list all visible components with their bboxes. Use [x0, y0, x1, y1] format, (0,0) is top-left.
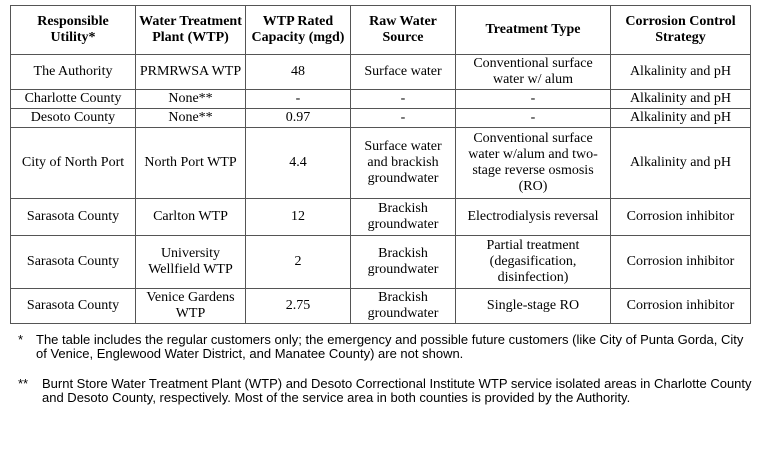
table-cell: Alkalinity and pH: [610, 127, 751, 199]
footnote-text: Burnt Store Water Treatment Plant (WTP) …: [42, 376, 752, 405]
header-cell: Water Treatment Plant (WTP): [135, 5, 246, 55]
table-cell: Sarasota County: [10, 288, 136, 324]
table-row: Sarasota County University Wellfield WTP 2…: [10, 235, 751, 289]
table-cell: Brackish groundwater: [350, 235, 456, 289]
table-cell: -: [455, 89, 611, 109]
table-cell: Desoto County: [10, 108, 136, 128]
table-cell: University Wellfield WTP: [135, 235, 246, 289]
table-cell: 4.4: [245, 127, 351, 199]
table-cell: City of North Port: [10, 127, 136, 199]
footnote-marker: **: [18, 376, 29, 391]
table-row: Charlotte County None** - - - Alkalinity and …: [10, 89, 751, 109]
header-cell: Treatment Type: [455, 5, 611, 55]
table-cell: Conventional surface water w/alum and tw…: [455, 127, 611, 199]
table-cell: Brackish groundwater: [350, 198, 456, 236]
table-cell: 48: [245, 54, 351, 90]
table-cell: Conventional surface water w/ alum: [455, 54, 611, 90]
table-cell: Corrosion inhibitor: [610, 288, 751, 324]
table-row: The Authority PRMRWSA WTP 48 Surface water C…: [10, 54, 751, 90]
table-row: Sarasota County Carlton WTP 12 Brackish gro…: [10, 198, 751, 236]
table-cell: Venice Gardens WTP: [135, 288, 246, 324]
header-cell: Raw Water Source: [350, 5, 456, 55]
table-cell: The Authority: [10, 54, 136, 90]
table-cell: North Port WTP: [135, 127, 246, 199]
table-cell: Alkalinity and pH: [610, 54, 751, 90]
footnote: * The table includes the regular custome…: [18, 333, 753, 361]
table-cell: -: [350, 89, 456, 109]
table-cell: -: [455, 108, 611, 128]
footnote-marker: *: [18, 332, 24, 347]
table-cell: 12: [245, 198, 351, 236]
footnote-text: The table includes the regular customers…: [36, 332, 744, 361]
table-cell: Carlton WTP: [135, 198, 246, 236]
table-cell: 0.97: [245, 108, 351, 128]
table-cell: Sarasota County: [10, 235, 136, 289]
table-cell: PRMRWSA WTP: [135, 54, 246, 90]
table-cell: None**: [135, 89, 246, 109]
table-cell: Sarasota County: [10, 198, 136, 236]
table-cell: Single-stage RO: [455, 288, 611, 324]
table-row: Sarasota County Venice Gardens WTP 2.75 Bra…: [10, 288, 751, 324]
table-cell: Charlotte County: [10, 89, 136, 109]
header-cell: WTP Rated Capacity (mgd): [245, 5, 351, 55]
table-cell: None**: [135, 108, 246, 128]
table-cell: 2: [245, 235, 351, 289]
table-row: Desoto County None** 0.97- - Alkalinity and …: [10, 108, 751, 128]
table-cell: Corrosion inhibitor: [610, 198, 751, 236]
header-cell: Corrosion Control Strategy: [610, 5, 751, 55]
table-cell: Surface water and brackish groundwater: [350, 127, 456, 199]
table-cell: Alkalinity and pH: [610, 108, 751, 128]
table-cell: Surface water: [350, 54, 456, 90]
header-cell: Responsible Utility*: [10, 5, 136, 55]
table-cell: -: [245, 89, 351, 109]
table-cell: Partial treatment (degasification, disin…: [455, 235, 611, 289]
table-cell: Corrosion inhibitor: [610, 235, 751, 289]
table-body: The Authority PRMRWSA WTP 48 Surface water C…: [10, 54, 751, 324]
table-row: City of North Port North Port WTP 4.4 Surfa…: [10, 127, 751, 199]
table-cell: Electrodialysis reversal: [455, 198, 611, 236]
data-table: Responsible Utility* Water Treatment Plan…: [10, 5, 751, 324]
table-cell: 2.75: [245, 288, 351, 324]
table-cell: Brackish groundwater: [350, 288, 456, 324]
table-cell: -: [350, 108, 456, 128]
table-cell: Alkalinity and pH: [610, 89, 751, 109]
footnote: ** Burnt Store Water Treatment Plant (WT…: [18, 377, 753, 405]
header-row: Responsible Utility* Water Treatment Plan…: [10, 5, 751, 55]
